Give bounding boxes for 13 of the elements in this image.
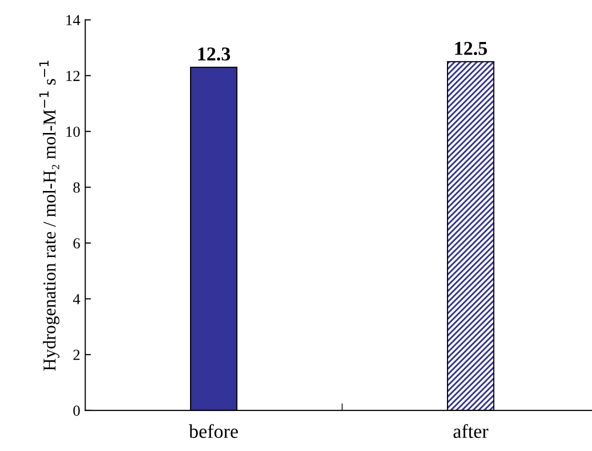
y-tick-label: 10 [66, 126, 80, 137]
y-tick-label: 2 [73, 350, 80, 360]
x-tick-label: before [188, 424, 238, 438]
x-tick-label: after [454, 424, 488, 438]
y-tick-label: 8 [73, 182, 80, 193]
y-tick-label: 14 [66, 15, 80, 26]
y-tick-label: 6 [73, 238, 80, 248]
data-label: 12.5 [455, 42, 487, 56]
data-label: 12.3 [198, 47, 230, 61]
y-tick-label: 0 [73, 406, 80, 416]
y-axis-title: Hydrogenation rate / mol-H₂ mol-M$^{−1}$ s$^{−1}$ [39, 60, 60, 371]
y-tick-label: 4 [73, 294, 80, 304]
y-tick-label: 12 [66, 70, 80, 81]
